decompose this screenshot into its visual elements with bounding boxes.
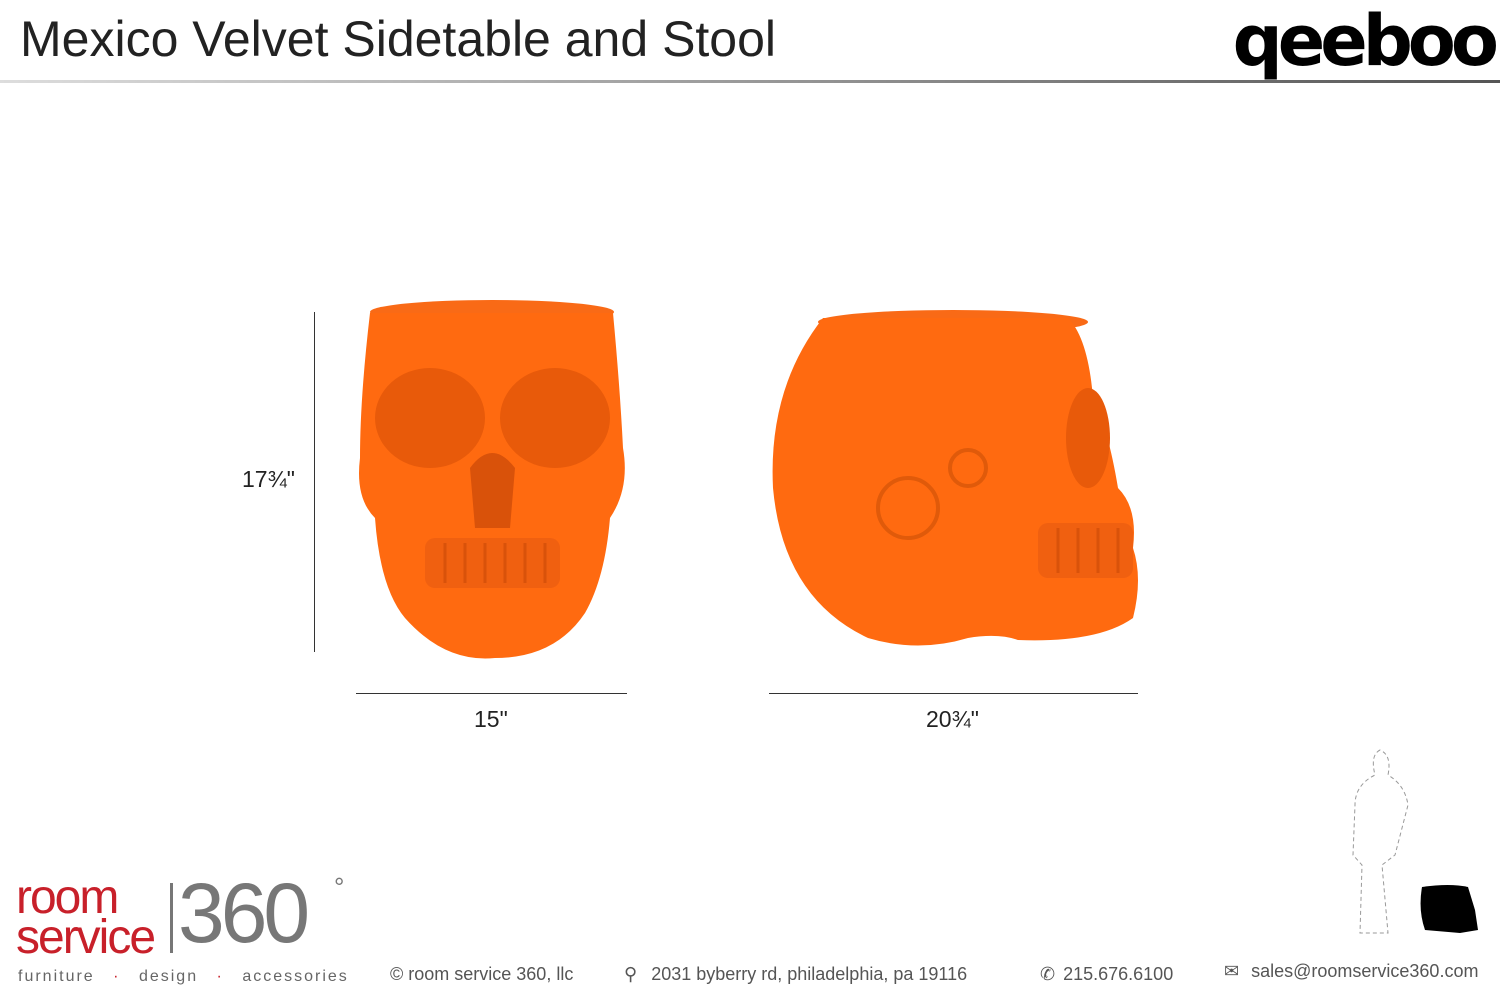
phone[interactable]: ✆ 215.676.6100 (1040, 964, 1173, 985)
copyright: © room service 360, llc (390, 964, 574, 984)
width-label: 15" (474, 706, 508, 732)
address: ⚲ 2031 byberry rd, philadelphia, pa 19116 (624, 964, 967, 985)
height-label: 17¾" (242, 466, 295, 492)
logo-divider (170, 883, 173, 953)
roomservice360-logo: room service (16, 871, 156, 964)
header-divider (0, 80, 1500, 83)
location-pin-icon: ⚲ (624, 964, 638, 984)
address-text: 2031 byberry rd, philadelphia, pa 19116 (651, 964, 968, 984)
depth-label: 20¾" (926, 706, 979, 732)
phone-icon: ✆ (1040, 964, 1056, 984)
email[interactable]: ✉ sales@roomservice360.com (1224, 961, 1478, 982)
brand-logo: qeeboo (1232, 0, 1499, 82)
tagline-furniture: furniture (18, 968, 95, 985)
skull-front-image (359, 300, 625, 659)
tagline-design: design (138, 968, 199, 985)
depth-dimension-line (769, 693, 1138, 694)
page-title: Mexico Velvet Sidetable and Stool (20, 11, 777, 67)
logo-service: service (16, 911, 156, 964)
envelope-icon: ✉ (1224, 961, 1240, 981)
human-scale-icon (1352, 749, 1478, 934)
width-dimension-line (356, 693, 627, 694)
logo-room: room (16, 871, 119, 924)
logo-degree: ° (334, 872, 345, 902)
skull-side-image (772, 310, 1138, 646)
logo-tagline: furniture · design · accessories (18, 968, 349, 985)
phone-text: 215.676.6100 (1063, 964, 1174, 984)
height-dimension-line (314, 312, 315, 652)
email-text: sales@roomservice360.com (1251, 961, 1479, 981)
tagline-accessories: accessories (242, 968, 349, 985)
logo-360: 360 (178, 866, 310, 960)
